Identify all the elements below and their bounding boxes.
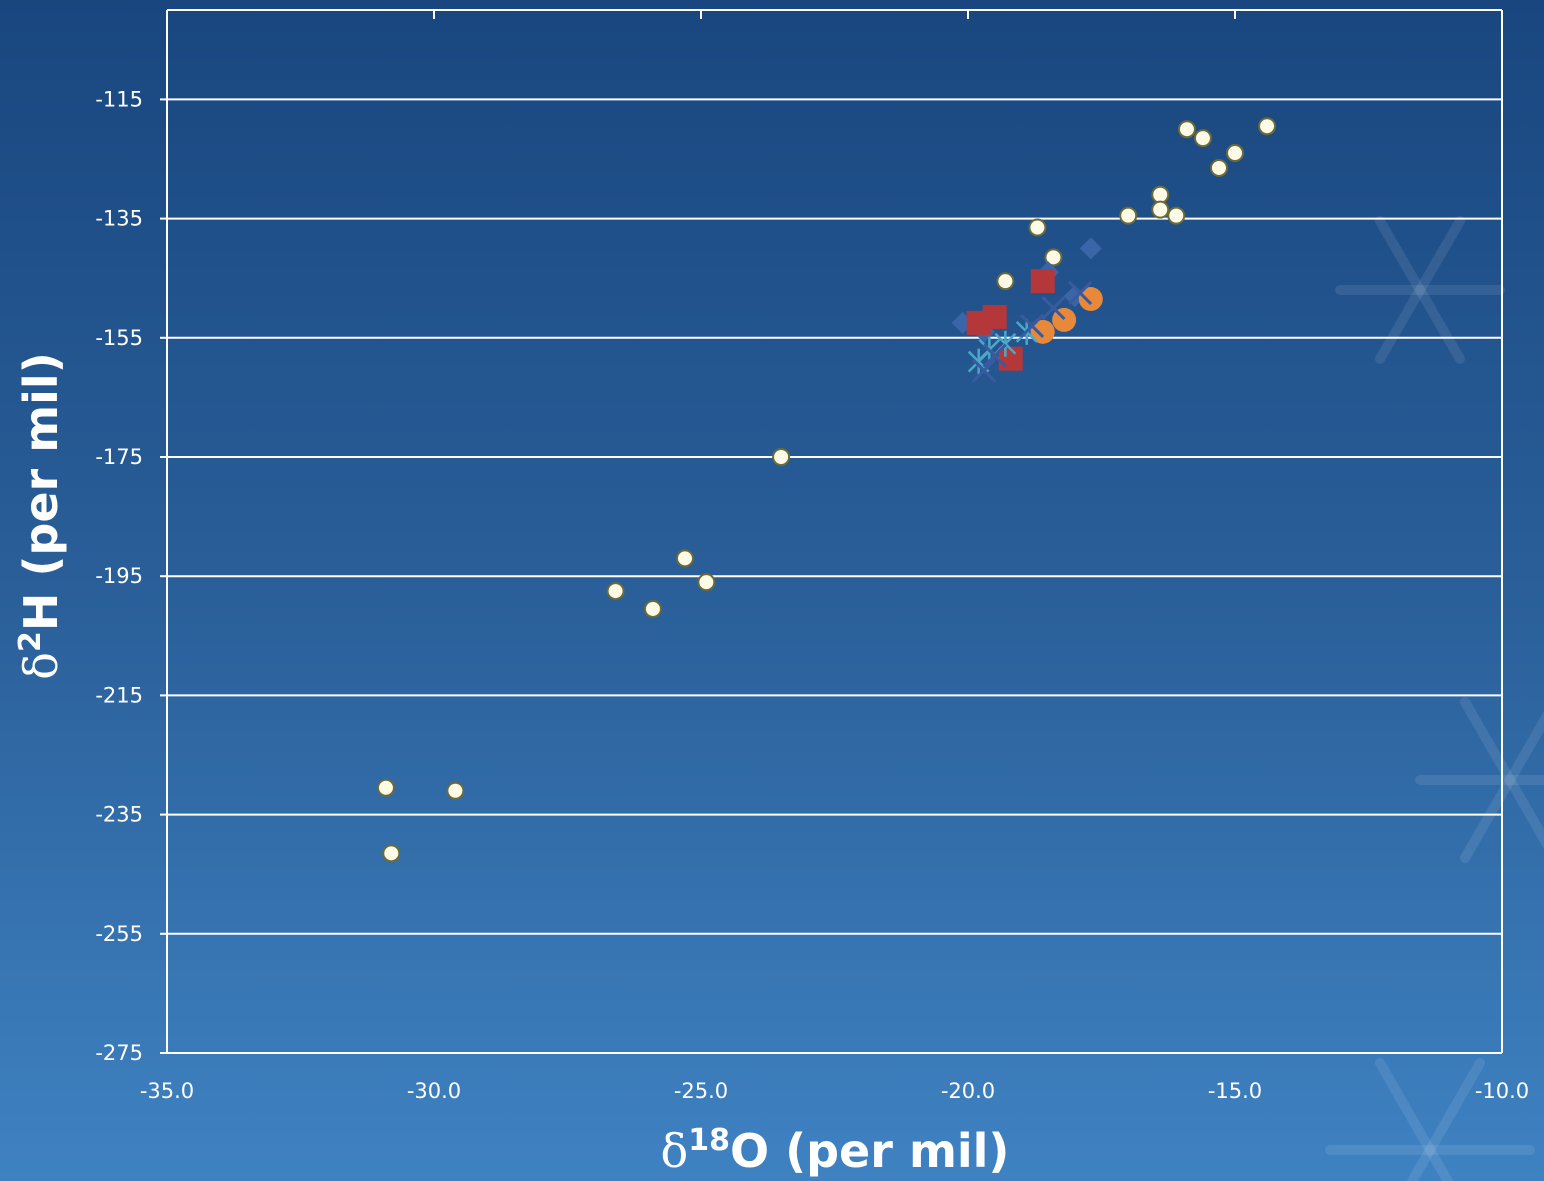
y-tick-label: -215 — [95, 683, 143, 707]
y-tick-label: -195 — [95, 564, 143, 588]
x-axis-title-superscript: 18 — [688, 1123, 730, 1158]
x-tick-label: -10.0 — [1475, 1079, 1529, 1103]
data-point — [1151, 200, 1170, 219]
data-point — [772, 448, 791, 466]
data-point — [1226, 144, 1244, 163]
data-point-square — [966, 310, 991, 335]
data-point-square — [1030, 269, 1055, 294]
data-point — [1028, 218, 1047, 237]
y-axis-title-superscript: 2 — [13, 631, 48, 652]
data-point — [675, 549, 694, 568]
snowflake-decoration — [1325, 1058, 1535, 1181]
data-point — [1167, 206, 1186, 225]
data-point-diamond — [1079, 237, 1102, 260]
snowflake-decoration — [1415, 697, 1544, 863]
y-tick-label: -275 — [95, 1041, 143, 1065]
y-tick-label: -155 — [95, 326, 143, 350]
data-point — [697, 573, 716, 592]
y-tick-label: -135 — [95, 207, 143, 231]
x-axis-title-delta: δ — [661, 1124, 689, 1178]
data-point — [606, 582, 625, 601]
x-tick-label: -20.0 — [941, 1079, 995, 1103]
x-tick-label: -30.0 — [407, 1079, 461, 1103]
data-point — [1258, 117, 1277, 136]
data-point — [1119, 206, 1138, 225]
y-tick-label: -175 — [95, 445, 143, 469]
snowflake-decoration — [1335, 216, 1505, 364]
x-axis-title: δ18O (per mil) — [661, 1123, 1010, 1178]
x-tick-label: -15.0 — [1208, 1079, 1262, 1103]
y-axis-title-text: H (per mil) — [14, 352, 68, 631]
y-tick-label: -255 — [95, 922, 143, 946]
data-point-circle — [1078, 287, 1103, 312]
data-point-cross — [1020, 313, 1045, 338]
data-point-cross — [971, 358, 997, 383]
y-tick-label: -235 — [95, 803, 143, 827]
data-point-cross — [982, 343, 1007, 368]
data-point-circle — [1030, 319, 1055, 344]
data-point — [996, 272, 1015, 291]
data-point — [1209, 158, 1228, 177]
background-snowflakes — [1325, 216, 1544, 1181]
data-point — [446, 781, 465, 800]
data-point — [382, 844, 401, 863]
x-tick-label: -35.0 — [140, 1079, 194, 1103]
data-point-cross — [1068, 281, 1093, 306]
data-point — [1177, 120, 1196, 139]
data-point — [376, 778, 395, 797]
y-tick-label: -115 — [95, 87, 143, 111]
plot-area: -115 -135 -155 -175 -195 -215 -235 -255 -275 -35.… — [95, 9, 1529, 1103]
data-point — [643, 599, 662, 618]
data-point — [1044, 248, 1063, 267]
y-axis-title: δ2H (per mil) — [13, 352, 68, 679]
data-point — [1151, 185, 1170, 204]
data-point-cross — [1041, 295, 1066, 321]
x-tick-label: -25.0 — [674, 1079, 728, 1103]
x-axis-title-text: O (per mil) — [730, 1124, 1009, 1178]
data-point — [1193, 129, 1212, 148]
y-axis-title-delta: δ — [14, 652, 68, 680]
